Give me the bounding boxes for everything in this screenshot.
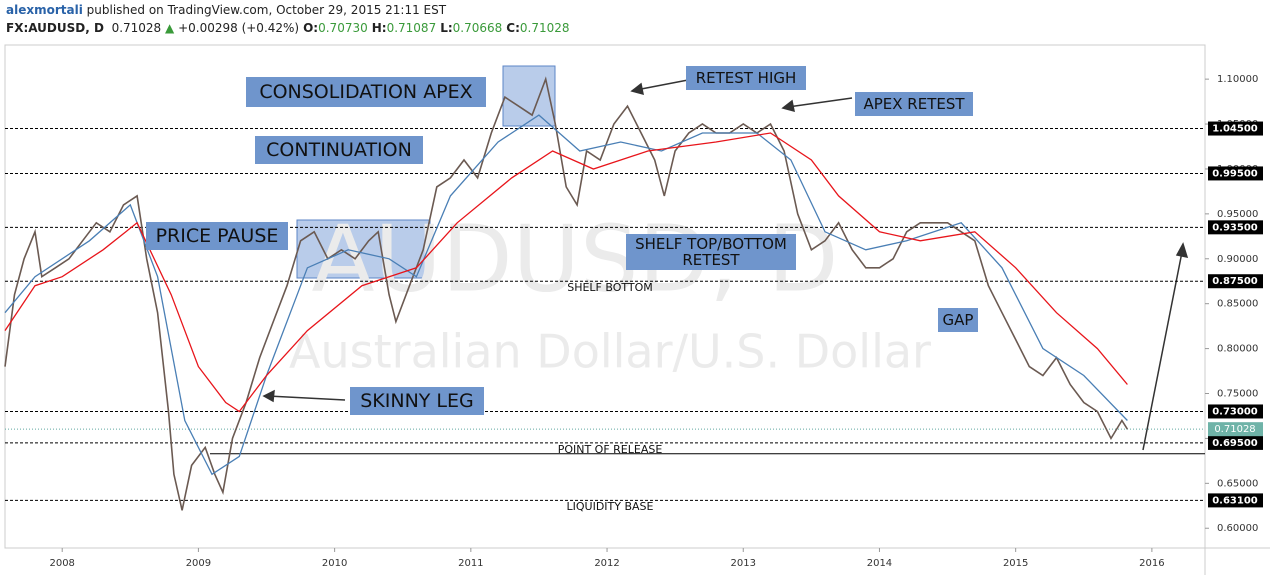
series-line [4,76,1129,511]
x-tick-label: 2016 [1139,558,1164,569]
level-label: 0.87500 [1212,276,1258,287]
y-tick-label: 0.65000 [1217,478,1258,489]
annotation: CONTINUATION [255,136,423,164]
up-arrow: ▲ [165,21,175,35]
annotation: GAP [938,308,978,332]
x-tick-label: 2009 [186,558,211,569]
annotation: SHELF TOP/BOTTOM RETEST [626,234,796,270]
header-line: alexmortali published on TradingView.com… [6,3,446,17]
annotation: PRICE PAUSE [146,222,288,250]
arrows [262,79,1189,451]
series-line [4,132,1128,413]
level-label: 0.69500 [1212,438,1258,449]
level-tag [1208,435,1263,450]
last-price-tag [1208,422,1263,437]
annotation: SKINNY LEG [350,387,484,415]
annotation: APEX RETEST [855,92,973,116]
ohlc-value: 0.70730 [318,21,368,35]
level-label: 0.99500 [1212,168,1258,179]
ohlc-key: C: [506,21,520,35]
level-tag [1208,220,1263,235]
ohlc-value: 0.71087 [386,21,437,35]
level-tag [1208,493,1263,508]
ohlc-key: O: [303,21,319,35]
level-label: 0.73000 [1212,406,1258,417]
annotation: RETEST HIGH [686,66,806,90]
apex-zone [502,65,556,127]
x-tick-label: 2012 [594,558,619,569]
x-tick-label: 2008 [49,558,74,569]
annotation: SHELF BOTTOM [567,281,653,294]
x-tick-label: 2010 [322,558,347,569]
series-line [4,114,1128,476]
ohlc-key: H: [371,21,387,35]
level-tag [1208,404,1263,419]
level-label: 0.93500 [1212,222,1258,233]
y-tick-label: 0.95000 [1217,209,1258,220]
level-label: 1.04500 [1212,124,1258,135]
level-label: 0.63100 [1212,495,1258,506]
quote-line: FX:AUDUSD, D 0.71028 ▲ +0.00298 (+0.42%)… [6,21,570,35]
level-tag [1208,121,1263,136]
annotation: LIQUIDITY BASE [566,500,654,513]
y-tick-label: 0.75000 [1217,389,1258,400]
y-tick-label: 1.10000 [1217,74,1258,85]
y-tick-label: 0.85000 [1217,299,1258,310]
x-tick-label: 2015 [1003,558,1028,569]
annotation: POINT OF RELEASE [557,443,663,456]
ohlc-key: L: [440,21,453,35]
change: +0.00298 (+0.42%) [178,21,300,35]
watermark: Australian Dollar/U.S. Dollar [289,325,931,379]
y-tick-label: 0.60000 [1217,523,1258,534]
symbol: FX:AUDUSD, D [6,21,104,35]
x-tick-label: 2014 [867,558,892,569]
x-tick-label: 2013 [731,558,756,569]
ohlc-value: 0.71028 [519,21,570,35]
y-tick-label: 0.90000 [1217,254,1258,265]
ohlc-value: 0.70668 [452,21,503,35]
annotation: CONSOLIDATION APEX [246,77,486,107]
x-tick-label: 2011 [458,558,483,569]
last: 0.71028 [111,21,162,35]
author: alexmortali [6,3,83,17]
level-tag [1208,166,1263,181]
level-tag [1208,274,1263,289]
y-tick-label: 0.80000 [1217,344,1258,355]
last-price-label: 0.71028 [1214,424,1255,435]
published: published on TradingView.com, October 29… [86,3,447,17]
